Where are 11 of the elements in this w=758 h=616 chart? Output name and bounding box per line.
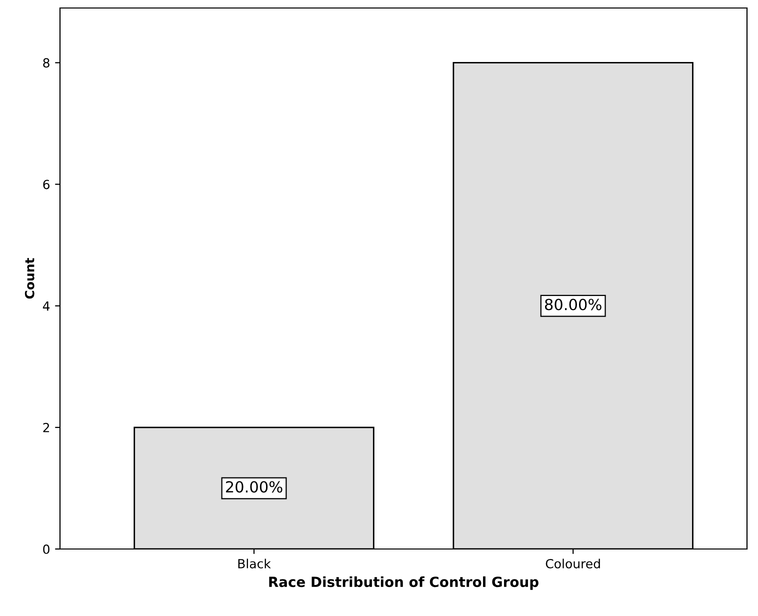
y-tick-label: 4 (42, 301, 50, 311)
y-axis-title: Count (24, 258, 34, 299)
y-tick-label: 8 (43, 58, 50, 68)
x-axis-title: Race Distribution of Control Group (269, 576, 538, 590)
annotation: 80.00% (545, 298, 602, 310)
x-tick-label: Black (238, 558, 271, 568)
y-tick-label: 6 (43, 180, 50, 190)
x-tick-label: Coloured (546, 558, 600, 568)
y-tick-label: 2 (43, 422, 50, 432)
annotation: 20.00% (226, 481, 282, 493)
y-tick-label: 0 (43, 544, 50, 554)
